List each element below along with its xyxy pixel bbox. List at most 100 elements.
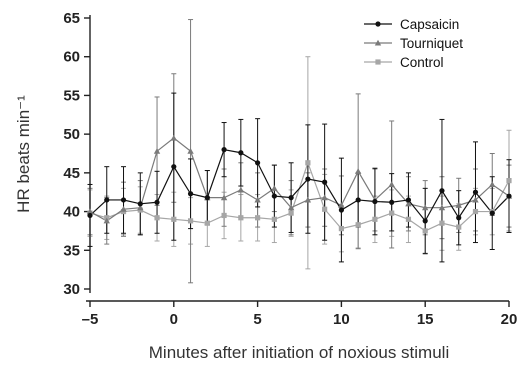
y-tick-label: 35 (63, 242, 80, 259)
control-point (405, 216, 412, 222)
control-point (422, 228, 428, 234)
capsaicin-point (137, 201, 143, 207)
control-point (439, 220, 445, 226)
x-tick-label: 20 (501, 311, 517, 328)
x-axis-title: Minutes after initiation of noxious stim… (149, 343, 449, 362)
capsaicin-point (489, 210, 495, 216)
chart-axes: 30 35 40 45 50 55 60 65 –5 0 5 10 15 20 (63, 10, 517, 328)
control-point (506, 178, 512, 184)
capsaicin-point (338, 207, 344, 213)
control-point (372, 216, 378, 222)
tourniquet-series-line (89, 137, 510, 222)
control-point (171, 216, 177, 222)
tourniquet-point (287, 204, 295, 211)
capsaicin-point (422, 218, 428, 224)
tourniquet-point (170, 134, 177, 141)
tourniquet-point (422, 204, 429, 211)
control-point (472, 208, 479, 215)
y-tick-label: 30 (63, 281, 80, 298)
series-markers (86, 134, 513, 234)
capsaicin-point (322, 179, 328, 185)
capsaicin-point (372, 198, 378, 205)
tourniquet-point (120, 206, 127, 212)
capsaicin-point (154, 199, 160, 205)
y-tick-label: 50 (63, 126, 80, 143)
capsaicin-series-line (89, 148, 510, 222)
y-tick-label: 60 (63, 49, 80, 66)
control-point (389, 210, 395, 216)
error-bars (87, 19, 512, 284)
capsaicin-point (238, 150, 244, 156)
capsaicin-point (255, 160, 261, 166)
capsaicin-legend-marker (375, 21, 381, 27)
control-point (255, 215, 261, 221)
x-tick-label: –5 (82, 311, 99, 328)
capsaicin-legend-label: Capsaicin (400, 17, 459, 32)
capsaicin-point (439, 188, 445, 194)
y-tick-label: 45 (63, 165, 80, 182)
control-point (322, 206, 328, 212)
tourniquet-point (237, 186, 245, 193)
capsaicin-point (456, 215, 462, 221)
control-point (288, 210, 294, 216)
tourniquet-legend-label: Tourniquet (400, 36, 463, 51)
tourniquet-legend-marker (374, 39, 382, 46)
tourniquet-point (271, 185, 278, 191)
capsaicin-point (472, 189, 479, 195)
capsaicin-point (389, 199, 395, 205)
capsaicin-point (204, 195, 210, 201)
control-legend-label: Control (400, 55, 444, 70)
control-point (154, 215, 160, 221)
tourniquet-point (321, 194, 328, 201)
tourniquet-point (137, 204, 144, 211)
y-tick-label: 65 (63, 10, 80, 27)
series-lines (89, 137, 510, 232)
tourniquet-point (220, 194, 228, 201)
capsaicin-point (187, 191, 194, 197)
x-tick-label: 15 (417, 311, 434, 328)
tourniquet-point (455, 202, 462, 208)
tourniquet-point (304, 196, 312, 203)
tourniquet-point (86, 208, 94, 215)
capsaicin-point (120, 197, 127, 203)
control-point (187, 218, 194, 224)
control-point (305, 160, 311, 166)
tourniquet-point (438, 204, 446, 211)
capsaicin-point (288, 195, 294, 201)
capsaicin-point (87, 212, 93, 219)
control-point (355, 222, 361, 228)
tourniquet-point (388, 181, 395, 188)
capsaicin-point (355, 197, 361, 203)
capsaicin-point (171, 164, 177, 170)
tourniquet-point (472, 196, 479, 203)
x-tick-label: 10 (333, 311, 350, 328)
control-point (238, 215, 244, 221)
tourniquet-point (354, 168, 362, 174)
tourniquet-point (187, 147, 194, 154)
capsaicin-point (271, 193, 277, 199)
control-point (221, 212, 227, 219)
x-tick-label: 0 (170, 311, 178, 328)
capsaicin-point (405, 197, 412, 203)
tourniquet-point (153, 147, 161, 154)
control-point (271, 216, 277, 222)
capsaicin-point (104, 197, 110, 203)
y-tick-label: 40 (63, 204, 80, 221)
capsaicin-point (305, 176, 311, 182)
y-tick-label: 55 (63, 87, 80, 104)
tourniquet-point (405, 200, 412, 207)
tourniquet-point (489, 181, 496, 188)
x-tick-label: 5 (253, 311, 261, 328)
capsaicin-point (221, 147, 227, 153)
control-legend-marker (375, 59, 381, 65)
tourniquet-point (338, 202, 345, 208)
tourniquet-point (254, 196, 261, 203)
control-point (456, 224, 462, 230)
control-point (204, 220, 210, 226)
chart-legend: Capsaicin Tourniquet Control (364, 17, 463, 70)
control-point (338, 226, 344, 232)
capsaicin-point (506, 193, 512, 199)
tourniquet-point (103, 217, 110, 224)
y-axis-title: HR beats min⁻¹ (14, 95, 33, 213)
